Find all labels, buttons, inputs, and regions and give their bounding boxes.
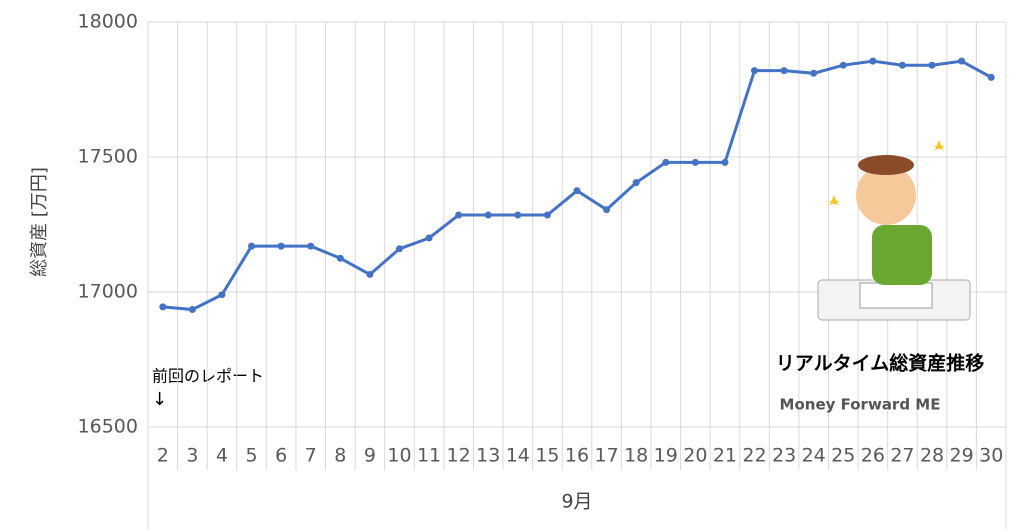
data-point — [307, 242, 315, 250]
data-point — [425, 234, 433, 242]
x-tick-label: 9 — [364, 445, 376, 467]
data-point — [543, 211, 551, 219]
y-tick-label: 18000 — [78, 11, 138, 33]
sparkle — [933, 140, 945, 150]
x-tick-label: 27 — [890, 445, 914, 467]
x-tick-label: 8 — [334, 445, 346, 467]
data-point — [958, 57, 966, 65]
data-point — [159, 303, 167, 311]
data-point — [395, 245, 403, 253]
x-tick-label: 19 — [654, 445, 678, 467]
x-tick-label: 14 — [506, 445, 530, 467]
data-point — [603, 206, 611, 214]
x-tick-label: 26 — [861, 445, 885, 467]
x-tick-label: 15 — [535, 445, 559, 467]
x-axis-label: 9月 — [561, 491, 592, 513]
data-point — [691, 158, 699, 166]
data-point — [662, 158, 670, 166]
data-point — [780, 67, 788, 75]
data-point — [188, 306, 196, 314]
x-tick-label: 24 — [802, 445, 826, 467]
data-point — [928, 61, 936, 69]
x-tick-label: 11 — [417, 445, 441, 467]
y-axis-label: 総資産 [万円] — [29, 167, 50, 277]
x-tick-label: 18 — [624, 445, 648, 467]
data-point — [514, 211, 522, 219]
x-tick-label: 6 — [275, 445, 287, 467]
illustration — [817, 140, 971, 321]
data-point — [810, 69, 818, 77]
canvas — [859, 282, 933, 309]
data-point — [573, 187, 581, 195]
data-point — [484, 211, 492, 219]
x-tick-label: 5 — [246, 445, 258, 467]
data-point — [839, 61, 847, 69]
face — [856, 165, 916, 225]
y-tick-label: 17500 — [78, 146, 138, 168]
x-tick-label: 4 — [216, 445, 228, 467]
y-tick-label: 16500 — [78, 416, 138, 438]
annotation: 前回のレポート — [152, 367, 264, 386]
x-tick-label: 20 — [683, 445, 707, 467]
data-point — [366, 270, 374, 278]
logo: Money Forward ME — [780, 396, 941, 414]
sparkle — [828, 195, 840, 205]
annotation: ↓ — [152, 389, 167, 410]
data-point — [277, 242, 285, 250]
x-tick-label: 13 — [476, 445, 500, 467]
x-tick-label: 23 — [772, 445, 796, 467]
data-point — [721, 158, 729, 166]
body — [872, 225, 932, 285]
x-tick-label: 17 — [594, 445, 618, 467]
x-tick-label: 25 — [831, 445, 855, 467]
x-tick-label: 2 — [157, 445, 169, 467]
x-tick-label: 10 — [387, 445, 411, 467]
x-tick-label: 30 — [979, 445, 1003, 467]
data-point — [751, 67, 759, 75]
data-point — [336, 254, 344, 262]
x-tick-label: 16 — [565, 445, 589, 467]
x-tick-label: 29 — [950, 445, 974, 467]
badge-title: リアルタイム総資産推移 — [776, 352, 984, 375]
y-tick-label: 17000 — [78, 281, 138, 303]
data-point — [869, 57, 877, 65]
data-point — [455, 211, 463, 219]
x-tick-label: 28 — [920, 445, 944, 467]
x-tick-label: 3 — [186, 445, 198, 467]
beret — [858, 155, 914, 175]
data-point — [218, 291, 226, 299]
x-tick-label: 7 — [305, 445, 317, 467]
x-tick-label: 22 — [742, 445, 766, 467]
data-point — [898, 61, 906, 69]
data-point — [987, 73, 995, 81]
x-tick-label: 12 — [447, 445, 471, 467]
data-point — [248, 242, 256, 250]
x-tick-label: 21 — [713, 445, 737, 467]
data-point — [632, 179, 640, 187]
